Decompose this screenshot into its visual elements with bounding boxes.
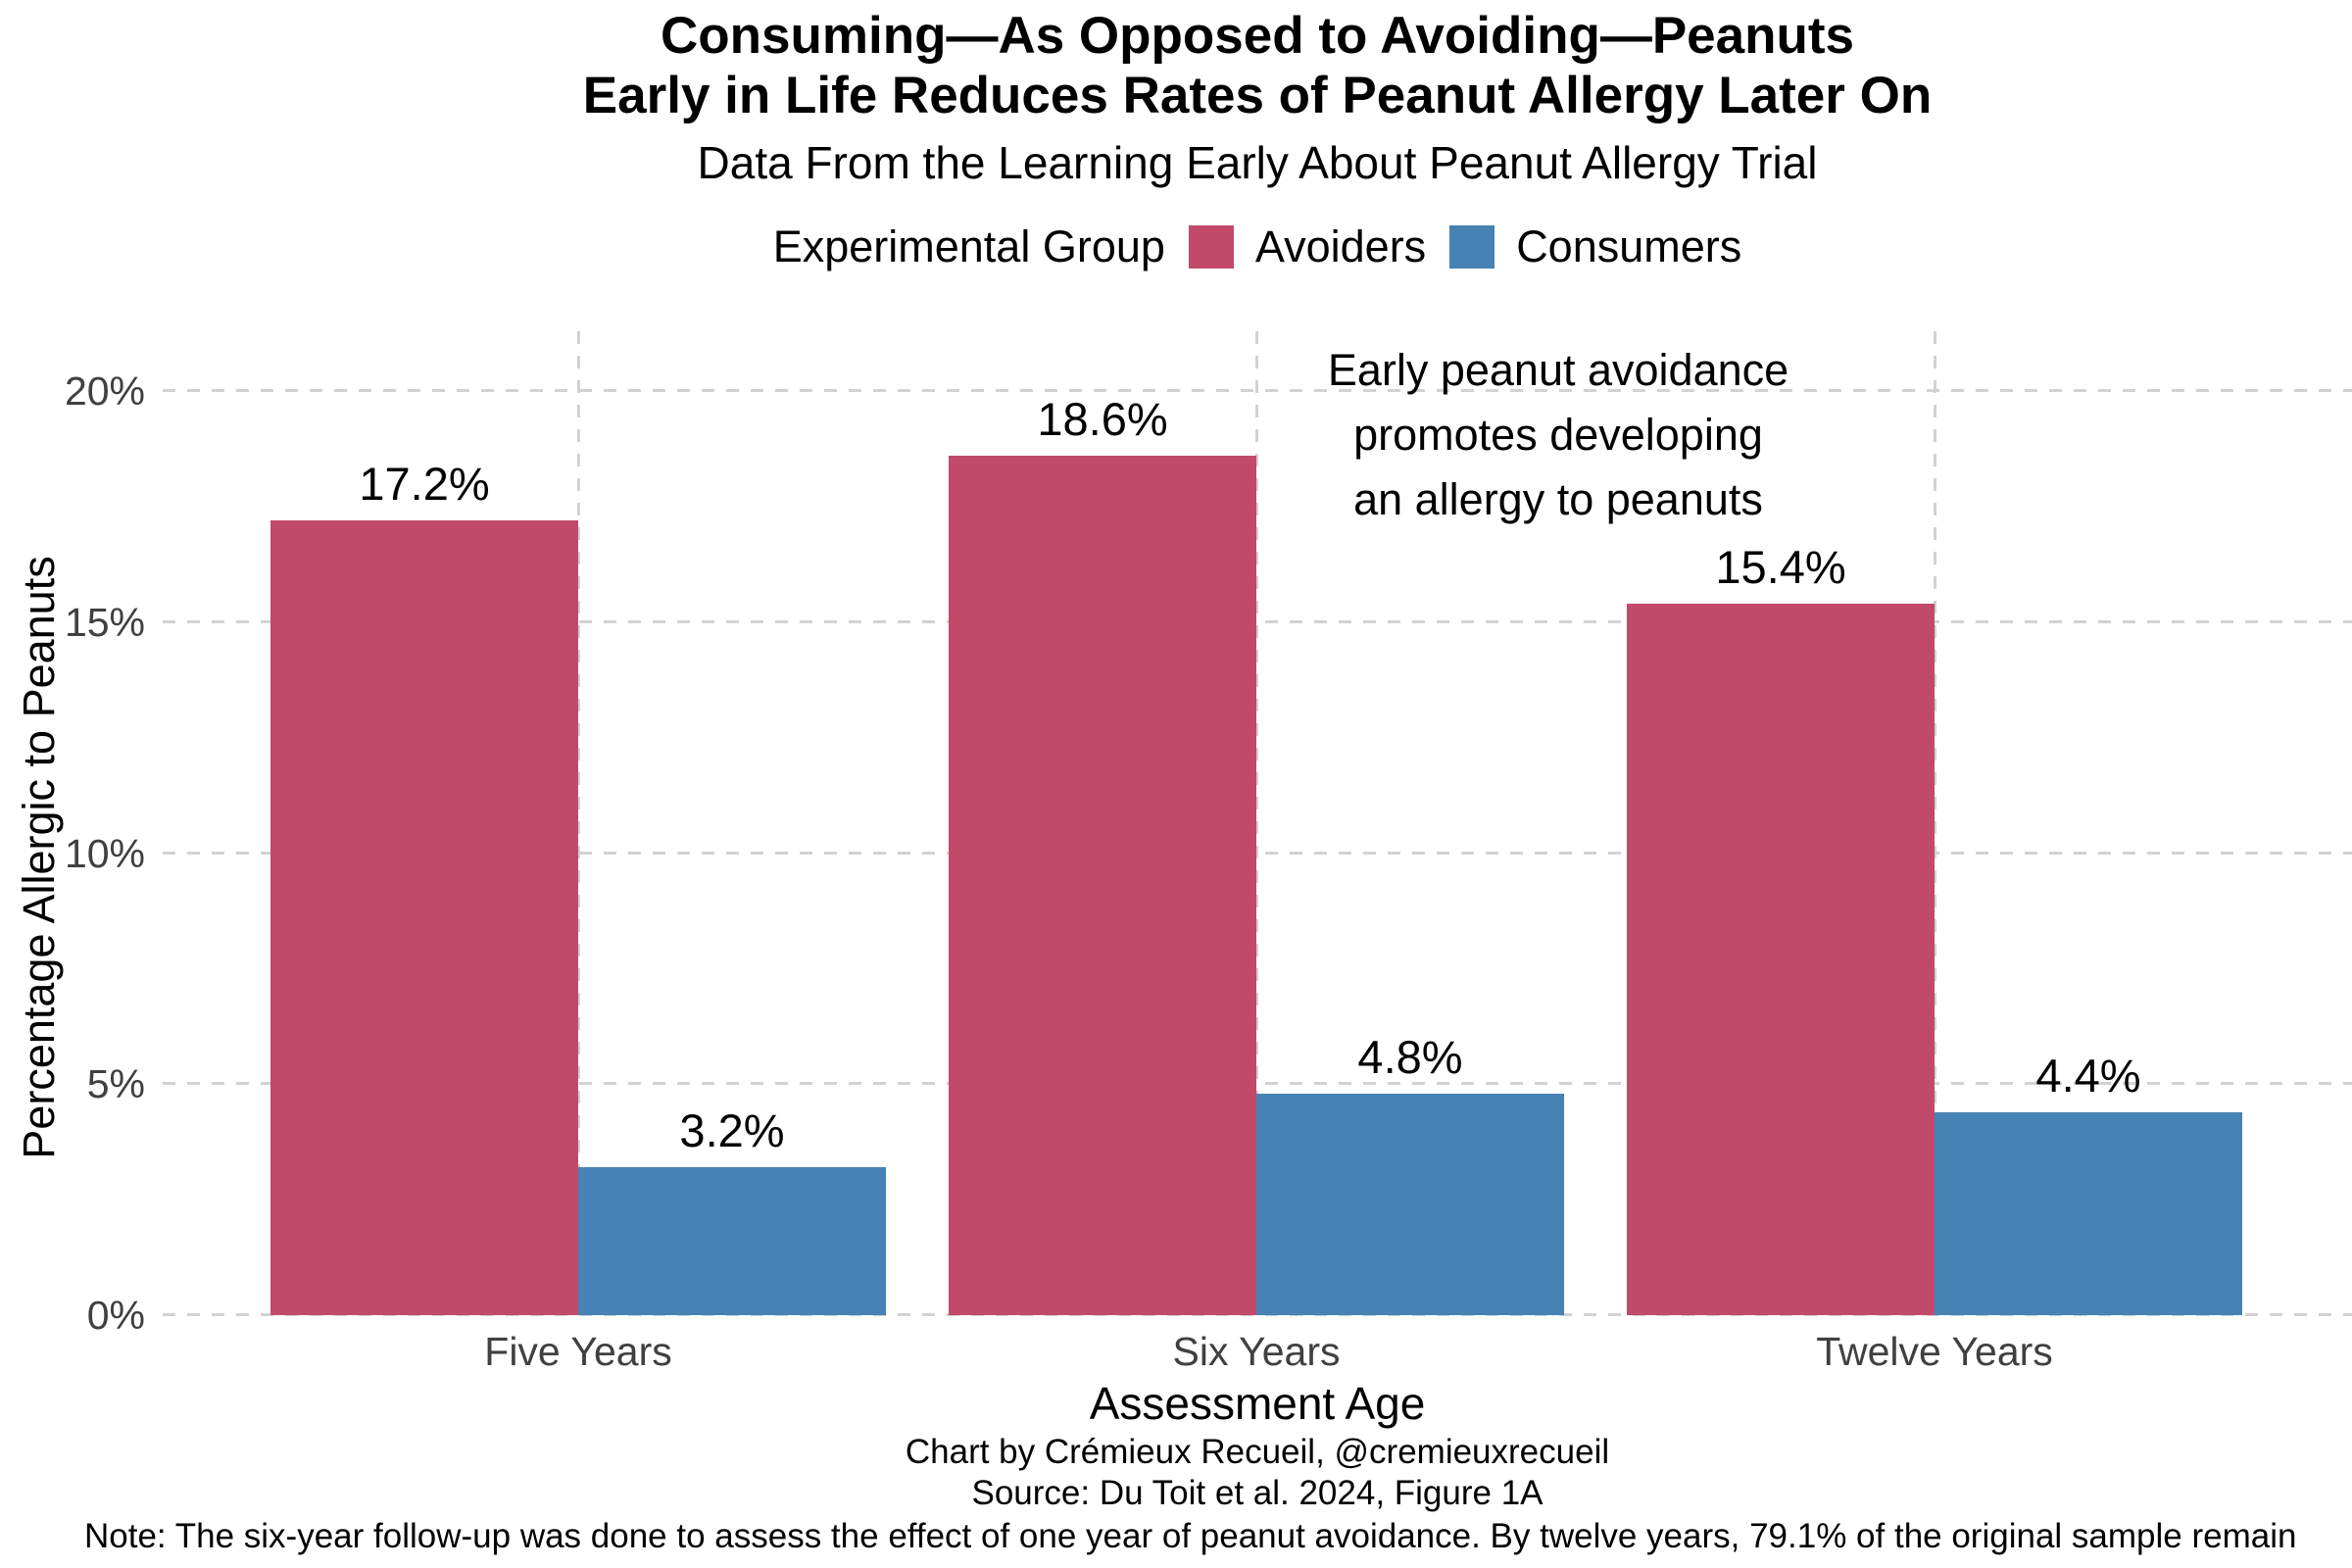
chart-title: Consuming—As Opposed to Avoiding—Peanuts… [163,6,2352,125]
y-tick-label: 15% [64,599,145,645]
bar-value-label-consumers-twelve-years: 4.4% [2035,1050,2141,1102]
gridline-vertical-six-years [1255,331,1258,1315]
legend-swatch-consumers [1449,225,1495,269]
legend-item-avoiders: Avoiders [1188,221,1427,272]
title-line-2: Early in Life Reduces Rates of Peanut Al… [582,67,1933,124]
gridline-vertical-five-years [577,331,580,1315]
legend-label-consumers: Consumers [1516,221,1742,271]
bar-consumers-five-years [578,1167,886,1315]
annotation: Early peanut avoidance promotes developi… [1264,338,1852,532]
annotation-line-3: an allergy to peanuts [1353,474,1763,524]
bar-value-label-consumers-six-years: 4.8% [1357,1031,1463,1083]
legend-swatch-avoiders [1188,225,1234,269]
gridline-vertical-twelve-years [1934,331,1936,1315]
legend-title: Experimental Group [772,221,1165,271]
y-tick-label: 5% [86,1061,145,1107]
legend-items: Avoiders Consumers [1188,221,1741,272]
footnote: Note: The six-year follow-up was done to… [84,1517,2297,1555]
x-axis-title: Assessment Age [1089,1378,1426,1429]
legend: Experimental Group Avoiders Consumers [163,221,2352,272]
y-tick-label: 20% [64,368,145,414]
x-tick-label-six-years: Six Years [1172,1329,1341,1374]
annotation-line-2: promotes developing [1353,410,1763,460]
bar-value-label-consumers-five-years: 3.2% [679,1104,785,1156]
legend-item-consumers: Consumers [1449,221,1741,272]
y-axis-title: Percentage Allergic to Peanuts [14,556,64,1159]
bar-consumers-twelve-years [1935,1112,2242,1315]
caption-source: Source: Du Toit et al. 2024, Figure 1A [971,1474,1544,1512]
bar-value-label-avoiders-five-years: 17.2% [359,458,490,510]
title-line-1: Consuming—As Opposed to Avoiding—Peanuts [660,7,1855,65]
bar-value-label-avoiders-six-years: 18.6% [1037,393,1168,445]
bar-avoiders-six-years [949,456,1256,1315]
legend-label-avoiders: Avoiders [1254,221,1427,271]
bar-avoiders-twelve-years [1627,604,1935,1315]
x-tick-label-five-years: Five Years [484,1329,672,1374]
x-tick-label-twelve-years: Twelve Years [1816,1329,2053,1374]
caption-credit: Chart by Crémieux Recueil, @cremieuxrecu… [905,1433,1610,1471]
bar-value-label-avoiders-twelve-years: 15.4% [1715,541,1846,593]
y-tick-label: 10% [64,830,145,876]
bar-avoiders-five-years [270,520,578,1315]
annotation-line-1: Early peanut avoidance [1327,345,1789,395]
bar-consumers-six-years [1256,1094,1564,1315]
chart-subtitle: Data From the Learning Early About Peanu… [697,137,1818,188]
y-tick-label: 0% [86,1293,145,1338]
plot-panel: Early peanut avoidance promotes developi… [163,331,2352,1316]
